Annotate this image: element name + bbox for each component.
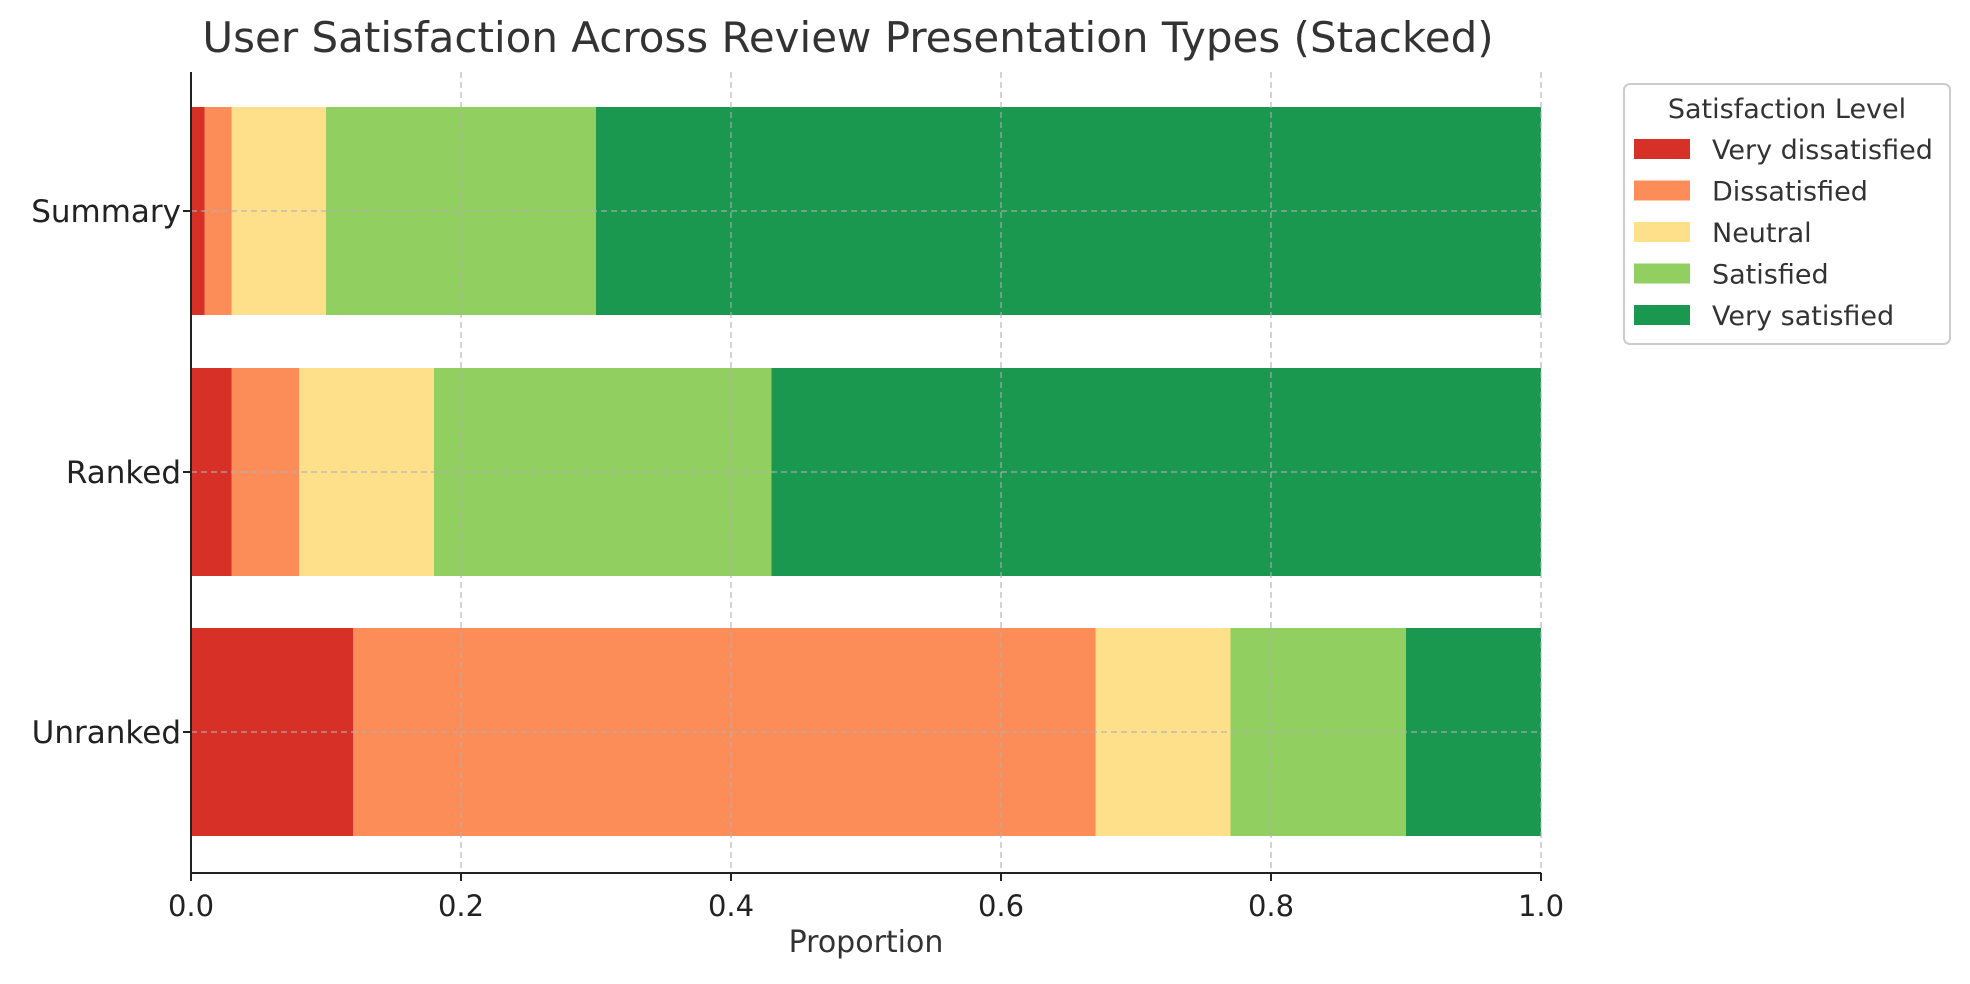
y-ticks-layer: Summary Ranked Unranked <box>31 194 191 751</box>
x-axis-label: Proportion <box>789 925 944 960</box>
legend-label: Neutral <box>1712 218 1812 249</box>
y-tick-label: Ranked <box>66 455 181 491</box>
bar-segment <box>231 107 326 315</box>
legend-label: Very satisfied <box>1712 301 1894 332</box>
chart-title: User Satisfaction Across Review Presenta… <box>202 13 1493 62</box>
x-tick-label: 0.4 <box>708 889 754 923</box>
x-tick-label: 0.8 <box>1248 889 1294 923</box>
legend-label: Satisfied <box>1712 260 1829 291</box>
x-tick-label: 0.0 <box>168 889 214 923</box>
x-ticks-layer: 0.0 0.2 0.4 0.6 0.8 1.0 <box>168 873 1564 923</box>
legend-frame <box>1623 83 1951 345</box>
legend-items: Very dissatisfied Dissatisfied Neutral Sati… <box>1634 135 1933 332</box>
x-tick-label: 0.6 <box>978 889 1024 923</box>
grid-layer <box>190 72 1542 873</box>
bar-segment <box>204 107 232 315</box>
legend-label: Very dissatisfied <box>1712 135 1933 166</box>
legend: Satisfaction Level Very dissatisfied Diss… <box>1623 83 1951 345</box>
legend-swatch <box>1634 222 1690 242</box>
bar-segment <box>596 107 1541 315</box>
x-tick-label: 0.2 <box>438 889 484 923</box>
legend-swatch <box>1634 180 1690 201</box>
legend-swatch <box>1634 305 1690 325</box>
y-tick-label: Summary <box>31 194 181 230</box>
legend-label: Dissatisfied <box>1712 177 1868 208</box>
y-tick-label: Unranked <box>32 715 181 751</box>
x-tick-label: 1.0 <box>1518 889 1564 923</box>
legend-swatch <box>1634 139 1690 159</box>
legend-title: Satisfaction Level <box>1668 94 1906 125</box>
bar-segment <box>191 107 205 315</box>
legend-swatch <box>1634 263 1690 284</box>
